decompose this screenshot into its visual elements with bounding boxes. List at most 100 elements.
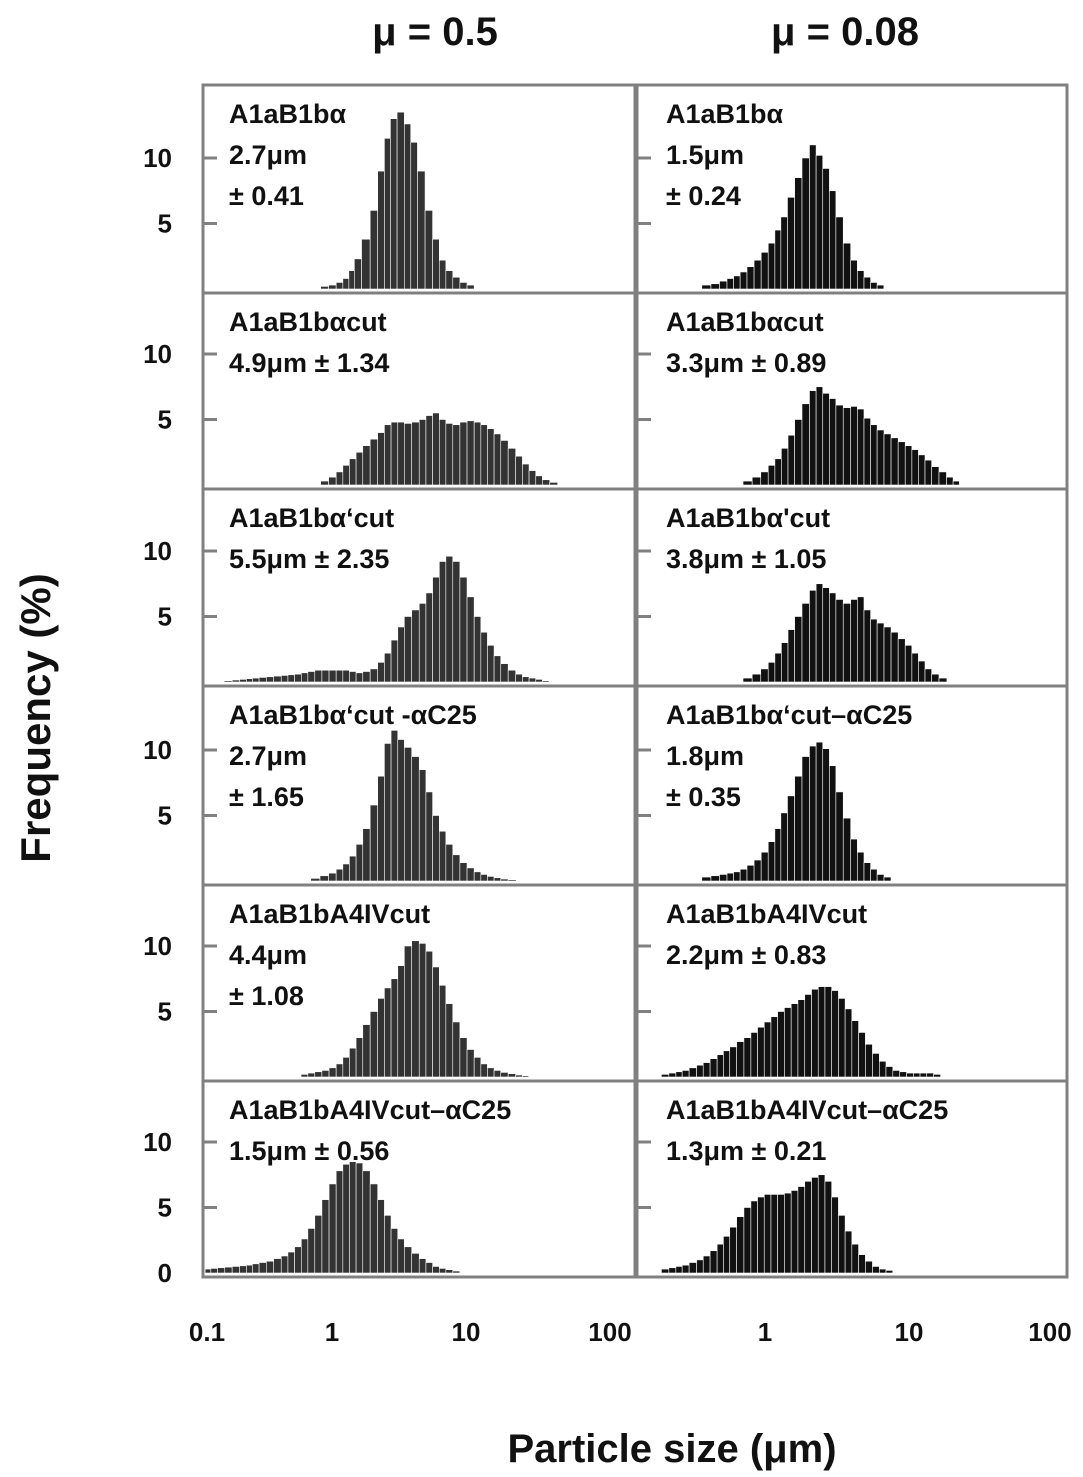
histogram-bar [314, 669, 323, 683]
histogram-bar [742, 677, 753, 683]
histogram-bar [397, 1238, 405, 1274]
panel-label-line: 2.7μm [229, 741, 307, 771]
histogram-bar [675, 1266, 683, 1274]
histogram-bar [767, 242, 776, 290]
histogram-bar [701, 876, 712, 882]
histogram-bar [362, 1170, 371, 1274]
histogram-bar [897, 638, 906, 683]
histogram-bar [904, 445, 913, 486]
histogram-bar [273, 1258, 282, 1274]
y-tick-label: 10 [143, 1127, 172, 1157]
histogram-bar [480, 1063, 488, 1078]
histogram-bar [801, 603, 810, 683]
histogram-bar [466, 420, 475, 486]
histogram-bar [835, 791, 844, 882]
panel-label-line: A1aB1bαcut [229, 307, 387, 337]
histogram-bar [493, 877, 502, 882]
histogram-bar [377, 170, 385, 290]
histogram-bar [321, 669, 330, 683]
histogram-bar [809, 589, 817, 683]
histogram-bar [858, 1032, 866, 1078]
histogram-bar [757, 1026, 765, 1078]
histogram-bar [349, 671, 357, 683]
histogram-bar [411, 756, 420, 882]
histogram-bar [445, 555, 454, 683]
histogram-bar [811, 1177, 819, 1274]
histogram-bar [328, 872, 337, 882]
histogram-bar [876, 429, 885, 486]
histogram-bar [404, 123, 412, 290]
histogram-bar [314, 1071, 323, 1078]
histogram-bar [661, 1074, 670, 1078]
histogram-bar [824, 1181, 833, 1274]
histogram-bar [750, 1200, 758, 1274]
histogram-bar [362, 671, 371, 683]
panel-label-line: 4.9μm ± 1.34 [229, 348, 389, 378]
histogram-bar [739, 868, 748, 882]
histogram-bar [404, 747, 413, 882]
histogram-bar [217, 1267, 226, 1274]
histogram-bar [466, 284, 475, 290]
histogram-bar [369, 438, 379, 486]
histogram-bar [466, 867, 475, 882]
histogram-bar [432, 576, 440, 683]
histogram-bar [542, 680, 550, 683]
histogram-bar [528, 677, 537, 683]
histogram-bar [239, 679, 247, 683]
histogram-bar [246, 678, 253, 683]
histogram-bar [904, 645, 913, 683]
histogram-bar [668, 1267, 677, 1274]
histogram-bar [515, 1074, 523, 1078]
histogram-bar [204, 1268, 212, 1274]
panel-label-line: 2.2μm ± 0.83 [666, 940, 826, 970]
histogram-bar [876, 622, 885, 683]
x-tick-label: 1 [758, 1317, 772, 1347]
histogram-bar [857, 596, 865, 683]
histogram-bar [899, 1071, 907, 1078]
histogram-bar [876, 874, 885, 882]
y-tick-label: 5 [158, 1193, 172, 1223]
histogram-bar [842, 817, 852, 882]
y-tick-label: 10 [143, 536, 172, 566]
histogram-bar [542, 479, 551, 486]
histogram-bar [287, 674, 295, 683]
histogram-bar [906, 1072, 914, 1078]
histogram-bar [425, 592, 433, 683]
histogram-panel: 10 5 A1aB1bα 2.7μm ± 0.41 [143, 83, 637, 295]
histogram-bar [763, 1021, 772, 1078]
histogram-panel: 10 5 0 A1aB1bA4IVcut–αC25 1.5μm ± 0.56 [143, 1079, 637, 1288]
histogram-bar [342, 278, 350, 290]
x-tick-label: 0.1 [189, 1317, 225, 1347]
histogram-bar [767, 662, 776, 683]
histogram-bar [870, 868, 878, 882]
panel-label-line: 1.5μm ± 0.56 [229, 1136, 389, 1166]
histogram-bar [424, 210, 433, 290]
histogram-bar [411, 940, 420, 1078]
histogram-bar [743, 1207, 752, 1274]
histogram-bar [349, 458, 357, 486]
histogram-bar [411, 609, 420, 683]
panel-label-line: ± 1.08 [229, 981, 304, 1011]
histogram-bar [342, 1163, 350, 1274]
histogram-bar [480, 424, 488, 486]
histogram-bar [377, 775, 385, 882]
x-tick-label: 100 [588, 1317, 631, 1347]
histogram-bar [774, 828, 782, 882]
histogram-bar [815, 155, 824, 290]
histogram-bar [723, 1236, 731, 1274]
histogram-bar [931, 466, 940, 486]
histogram-bar [528, 470, 537, 486]
histogram-bar [760, 668, 769, 683]
histogram-bar [348, 270, 355, 290]
histogram-bar [231, 1266, 240, 1274]
histogram-bar [716, 1054, 724, 1078]
histogram-bar [952, 480, 960, 486]
histogram-bar [815, 583, 824, 683]
panel-label-line: 1.8μm [666, 741, 744, 771]
histogram-bar [459, 576, 468, 683]
panel-grid: 10 5 A1aB1bα 2.7μm ± 0.41 A1aB1bα 1.5μm ± 0.24 1… [143, 83, 1069, 1288]
histogram-bar [522, 463, 530, 486]
histogram-bar [355, 1162, 364, 1274]
panel-label-line: A1aB1bα‘cut -αC25 [229, 700, 477, 730]
histogram-bar [466, 596, 475, 683]
